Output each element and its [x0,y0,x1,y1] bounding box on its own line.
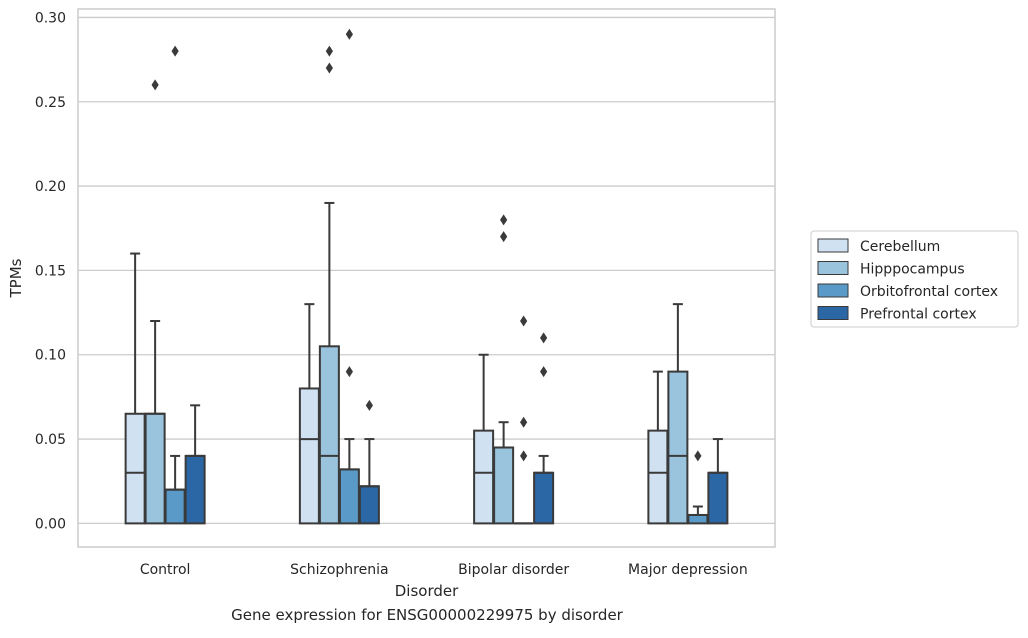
box [144,412,166,525]
legend-swatch [817,283,849,298]
outlier-point [520,315,528,327]
box [338,468,360,525]
box [358,485,380,525]
y-axis-label: TPMs [7,258,25,298]
outlier-point [520,416,528,428]
legend-label: Hipppocampus [860,262,965,278]
y-tick-label: 0.15 [35,263,66,279]
x-tick-label: Schizophrenia [290,562,388,578]
outlier-point [540,332,548,344]
outlier-point [540,366,548,378]
legend-swatch [817,238,849,253]
legend-swatch [817,261,849,275]
legend-swatch [817,306,849,320]
legend-label: Cerebellum [860,239,940,255]
outlier-point [151,79,159,91]
y-tick-label: 0.10 [35,348,66,364]
outlier-point [171,45,179,57]
outlier-point [325,45,333,57]
box [707,471,729,525]
y-tick-label: 0.25 [35,95,66,111]
outlier-point [694,450,702,462]
y-tick-label: 0.30 [35,10,66,26]
x-tick-label: Major depression [628,562,748,578]
box [647,429,669,525]
box [164,488,186,525]
box [124,412,146,525]
x-axis-label: Disorder [395,582,459,600]
plot-frame [77,8,776,548]
y-tick-label: 0.05 [35,432,66,448]
x-tick-label: Control [140,562,191,578]
box [493,446,515,525]
legend-box [810,230,1019,328]
box [184,454,206,525]
chart-caption: Gene expression for ENSG00000229975 by d… [231,606,623,624]
outlier-point [345,28,353,40]
x-tick-label: Bipolar disorder [458,562,569,578]
legend-label: Orbitofrontal cortex [860,284,998,300]
y-tick-label: 0.20 [35,179,66,195]
box [473,429,495,525]
box [667,370,689,525]
box [298,387,320,525]
outlier-point [520,450,528,462]
outlier-point [500,214,508,226]
outlier-point [365,399,373,411]
box [533,471,555,525]
outlier-point [325,62,333,74]
y-tick-label: 0.00 [35,516,66,532]
outlier-point [500,231,508,243]
box [318,345,340,525]
legend-label: Prefrontal cortex [860,307,977,323]
outlier-point [345,366,353,378]
box [687,513,709,525]
